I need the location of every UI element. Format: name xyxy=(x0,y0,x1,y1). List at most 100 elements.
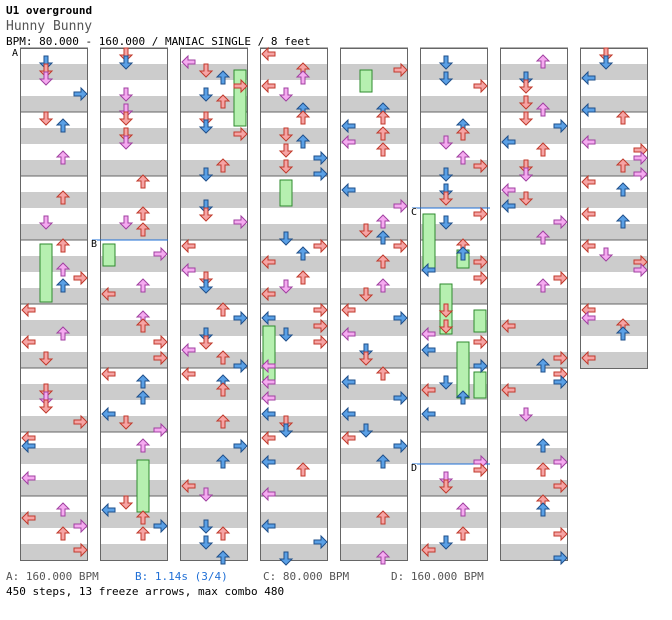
step-arrow xyxy=(233,310,248,326)
step-arrow xyxy=(438,535,454,550)
stripe xyxy=(420,480,488,496)
stripe xyxy=(20,192,88,208)
step-arrow xyxy=(73,414,88,430)
column-border xyxy=(20,48,88,561)
step-arrow xyxy=(261,254,276,270)
step-arrow xyxy=(535,502,551,517)
step-arrow xyxy=(455,390,471,405)
freeze-arrow xyxy=(39,243,53,303)
step-arrow xyxy=(581,134,596,150)
step-arrow xyxy=(438,471,454,486)
step-arrow xyxy=(393,62,408,78)
step-arrow xyxy=(553,214,568,230)
step-arrow xyxy=(438,479,454,494)
step-arrow xyxy=(438,191,454,206)
step-arrow xyxy=(313,150,328,166)
stripe xyxy=(260,192,328,208)
stripe xyxy=(260,160,328,176)
step-arrow xyxy=(473,158,488,174)
column-border xyxy=(100,48,168,561)
step-arrow xyxy=(358,287,374,302)
step-arrow xyxy=(198,167,214,182)
step-arrow xyxy=(358,223,374,238)
stripe xyxy=(420,320,488,336)
stripe xyxy=(100,416,168,432)
stripe xyxy=(100,512,168,528)
step-arrow xyxy=(198,63,214,78)
legend-b: B: 1.14s (3/4) xyxy=(135,570,228,583)
step-arrow xyxy=(215,454,231,469)
step-arrow xyxy=(518,95,534,110)
step-arrow xyxy=(295,270,311,285)
step-arrow xyxy=(313,302,328,318)
step-arrow xyxy=(55,118,71,133)
stripe xyxy=(580,64,648,80)
stripe xyxy=(20,448,88,464)
step-arrow xyxy=(421,542,436,558)
step-arrow xyxy=(455,150,471,165)
stripe xyxy=(180,64,248,80)
stripe xyxy=(20,288,88,304)
step-arrow xyxy=(473,78,488,94)
stripe xyxy=(100,480,168,496)
stripe xyxy=(180,512,248,528)
column-border xyxy=(420,48,488,561)
stripe xyxy=(100,320,168,336)
step-arrow xyxy=(393,390,408,406)
step-arrow xyxy=(633,262,648,278)
stripe xyxy=(20,352,88,368)
stripe xyxy=(500,288,568,304)
step-arrow xyxy=(501,134,516,150)
step-arrow xyxy=(198,335,214,350)
marker-c-label: C xyxy=(411,207,418,218)
step-arrow xyxy=(473,206,488,222)
step-arrow xyxy=(198,519,214,534)
step-arrow xyxy=(535,102,551,117)
step-arrow xyxy=(473,358,488,374)
stripe xyxy=(580,160,648,176)
step-arrow xyxy=(55,150,71,165)
step-arrow xyxy=(278,231,294,246)
stripe xyxy=(420,160,488,176)
stripe xyxy=(580,224,648,240)
step-arrow xyxy=(118,415,134,430)
step-arrow xyxy=(261,286,276,302)
step-arrow xyxy=(118,87,134,102)
stripe xyxy=(420,352,488,368)
step-arrow xyxy=(295,246,311,261)
step-arrow xyxy=(375,510,391,525)
stripe xyxy=(340,384,408,400)
stripe xyxy=(340,96,408,112)
step-arrow xyxy=(518,71,534,86)
step-arrow xyxy=(473,462,488,478)
stripe xyxy=(500,448,568,464)
step-arrow xyxy=(358,423,374,438)
step-arrow xyxy=(55,190,71,205)
step-arrow xyxy=(598,47,614,62)
stripe xyxy=(100,128,168,144)
stripe xyxy=(500,64,568,80)
stripe xyxy=(180,320,248,336)
step-arrow xyxy=(535,358,551,373)
step-arrow xyxy=(153,246,168,262)
stripe xyxy=(20,256,88,272)
freeze-arrow xyxy=(422,213,436,269)
freeze-arrow xyxy=(262,325,276,381)
step-arrow xyxy=(455,502,471,517)
step-arrow xyxy=(101,502,116,518)
stripe xyxy=(420,128,488,144)
marker-d-label: D xyxy=(411,463,418,474)
step-arrow xyxy=(215,70,231,85)
step-arrow xyxy=(375,126,391,141)
step-arrow xyxy=(295,110,311,125)
step-arrow xyxy=(615,158,631,173)
stripe xyxy=(260,416,328,432)
step-arrow xyxy=(421,382,436,398)
step-arrow xyxy=(501,382,516,398)
step-arrow xyxy=(375,110,391,125)
step-arrow xyxy=(313,534,328,550)
step-arrow xyxy=(278,127,294,142)
stripe xyxy=(340,256,408,272)
song-title: U1 overground xyxy=(6,4,93,17)
step-arrow xyxy=(38,55,54,70)
